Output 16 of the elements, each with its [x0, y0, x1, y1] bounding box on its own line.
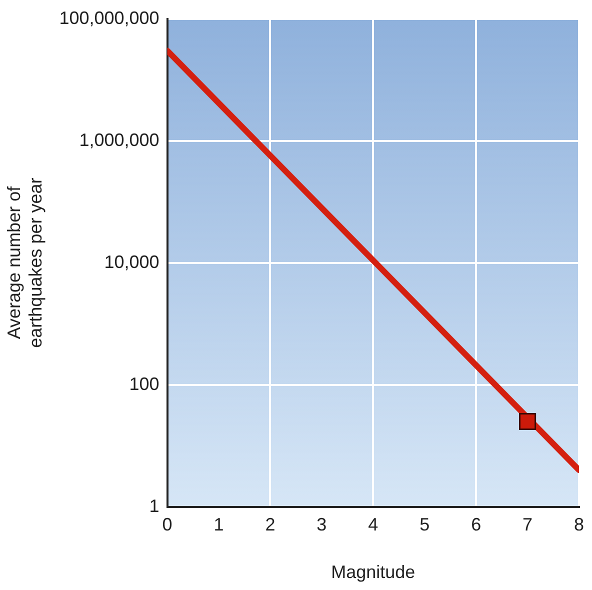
x-tick-label: 2: [265, 514, 276, 535]
y-tick-label: 100,000,000: [59, 8, 160, 28]
x-tick-label: 3: [316, 514, 327, 535]
y-tick-label: 10,000: [104, 252, 160, 272]
y-tick-label: 100: [129, 374, 160, 394]
x-tick-label: 0: [162, 514, 172, 535]
x-tick-label: 4: [368, 514, 378, 535]
x-tick-label: 8: [574, 514, 584, 535]
x-axis-title: Magnitude: [331, 562, 416, 582]
x-tick-label: 7: [522, 514, 533, 535]
y-tick-label: 1: [149, 496, 160, 516]
x-tick-label: 5: [420, 514, 430, 535]
y-tick-label: 1,000,000: [79, 130, 160, 150]
y-axis-title: Average number of earthquakes per year: [4, 178, 46, 348]
x-tick-label: 6: [471, 514, 482, 535]
x-tick-label: 1: [214, 514, 224, 535]
